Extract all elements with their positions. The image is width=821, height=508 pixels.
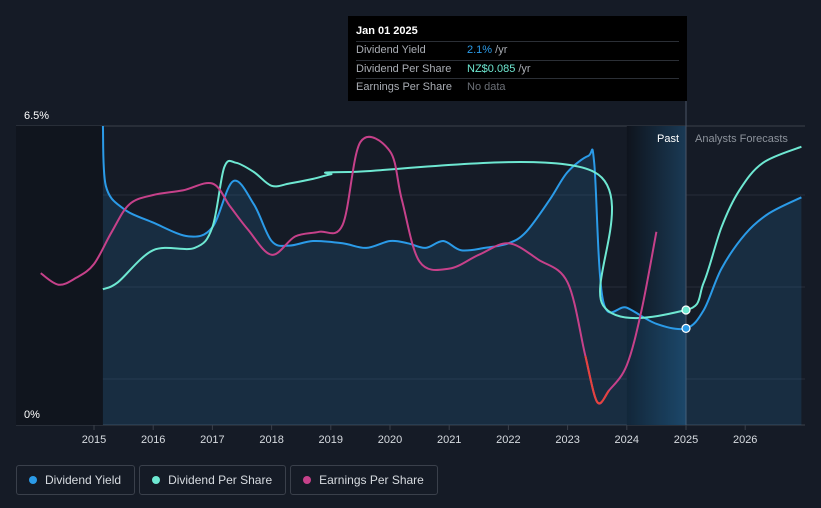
- dividend-per-share-marker: [681, 305, 691, 315]
- x-tick-label: 2025: [674, 434, 698, 446]
- x-tick-label: 2018: [259, 434, 283, 446]
- y-axis-bottom-label: 0%: [24, 409, 40, 421]
- x-tick-label: 2020: [378, 434, 402, 446]
- legend-dot-icon: [152, 476, 161, 484]
- y-axis-top-label: 6.5%: [24, 110, 49, 122]
- x-tick-label: 2015: [82, 434, 106, 446]
- tooltip-label: Earnings Per Share: [356, 81, 452, 93]
- x-tick-label: 2026: [733, 434, 757, 446]
- x-tick-label: 2024: [615, 434, 639, 446]
- x-tick-label: 2019: [319, 434, 343, 446]
- series-lines: [40, 125, 802, 405]
- tooltip-label: Dividend Per Share: [356, 62, 452, 75]
- forecast-region-label: Analysts Forecasts: [695, 133, 788, 145]
- x-tick-label: 2023: [555, 434, 579, 446]
- legend-item-dividend-per-share[interactable]: Dividend Per Share: [139, 465, 287, 495]
- past-region: [626, 126, 686, 425]
- x-tick-label: 2022: [496, 434, 520, 446]
- series-areas: [102, 126, 802, 425]
- data-tooltip: Jan 01 2025 Dividend Yield 2.1% /yr Divi…: [348, 16, 687, 101]
- time-regions: [16, 100, 687, 425]
- tooltip-unit: /yr: [492, 44, 508, 56]
- dividend-yield-area: [102, 126, 802, 425]
- dividend-per-share-value: NZ$0.085: [467, 62, 516, 75]
- tooltip-row-dividend-yield: Dividend Yield 2.1% /yr: [356, 41, 679, 60]
- x-axis: 2015 2016 2017 2018 2019 2020 2021 2022 2023 2024…: [82, 425, 757, 446]
- earnings-per-share-value: No data: [467, 81, 506, 93]
- earnings-negative-segment: [584, 355, 610, 405]
- tooltip-row-dividend-per-share: Dividend Per Share NZ$0.085 /yr: [356, 59, 679, 79]
- tooltip-label: Dividend Yield: [356, 44, 426, 56]
- legend-dot-icon: [29, 476, 37, 484]
- dividend-yield-marker: [681, 323, 691, 333]
- legend-dot-icon: [303, 476, 312, 484]
- tooltip-value: No data: [467, 79, 506, 97]
- legend-item-earnings-per-share[interactable]: Earnings Per Share: [290, 465, 438, 495]
- tooltip-value: 2.1% /yr: [467, 42, 507, 60]
- legend-label: Earnings Per Share: [319, 473, 424, 487]
- tooltip-unit: /yr: [515, 62, 531, 75]
- x-tick-label: 2017: [200, 434, 224, 446]
- tooltip-value: NZ$0.085 /yr: [467, 61, 531, 79]
- x-tick-label: 2016: [141, 434, 165, 446]
- legend-item-dividend-yield[interactable]: Dividend Yield: [16, 465, 136, 495]
- x-tick-label: 2021: [437, 434, 461, 446]
- series-markers: [681, 305, 691, 333]
- dividend-yield-value: 2.1%: [467, 44, 493, 56]
- dividend-per-share-line: [102, 145, 802, 320]
- past-region-label: Past: [657, 133, 679, 145]
- legend-label: Dividend Per Share: [168, 473, 273, 487]
- tooltip-row-earnings-per-share: Earnings Per Share No data: [356, 78, 679, 97]
- legend-label: Dividend Yield: [45, 473, 122, 487]
- chart-legend: Dividend Yield Dividend Per Share Earnin…: [16, 465, 438, 495]
- pre-history-region: [16, 126, 103, 425]
- tooltip-date: Jan 01 2025: [356, 25, 418, 37]
